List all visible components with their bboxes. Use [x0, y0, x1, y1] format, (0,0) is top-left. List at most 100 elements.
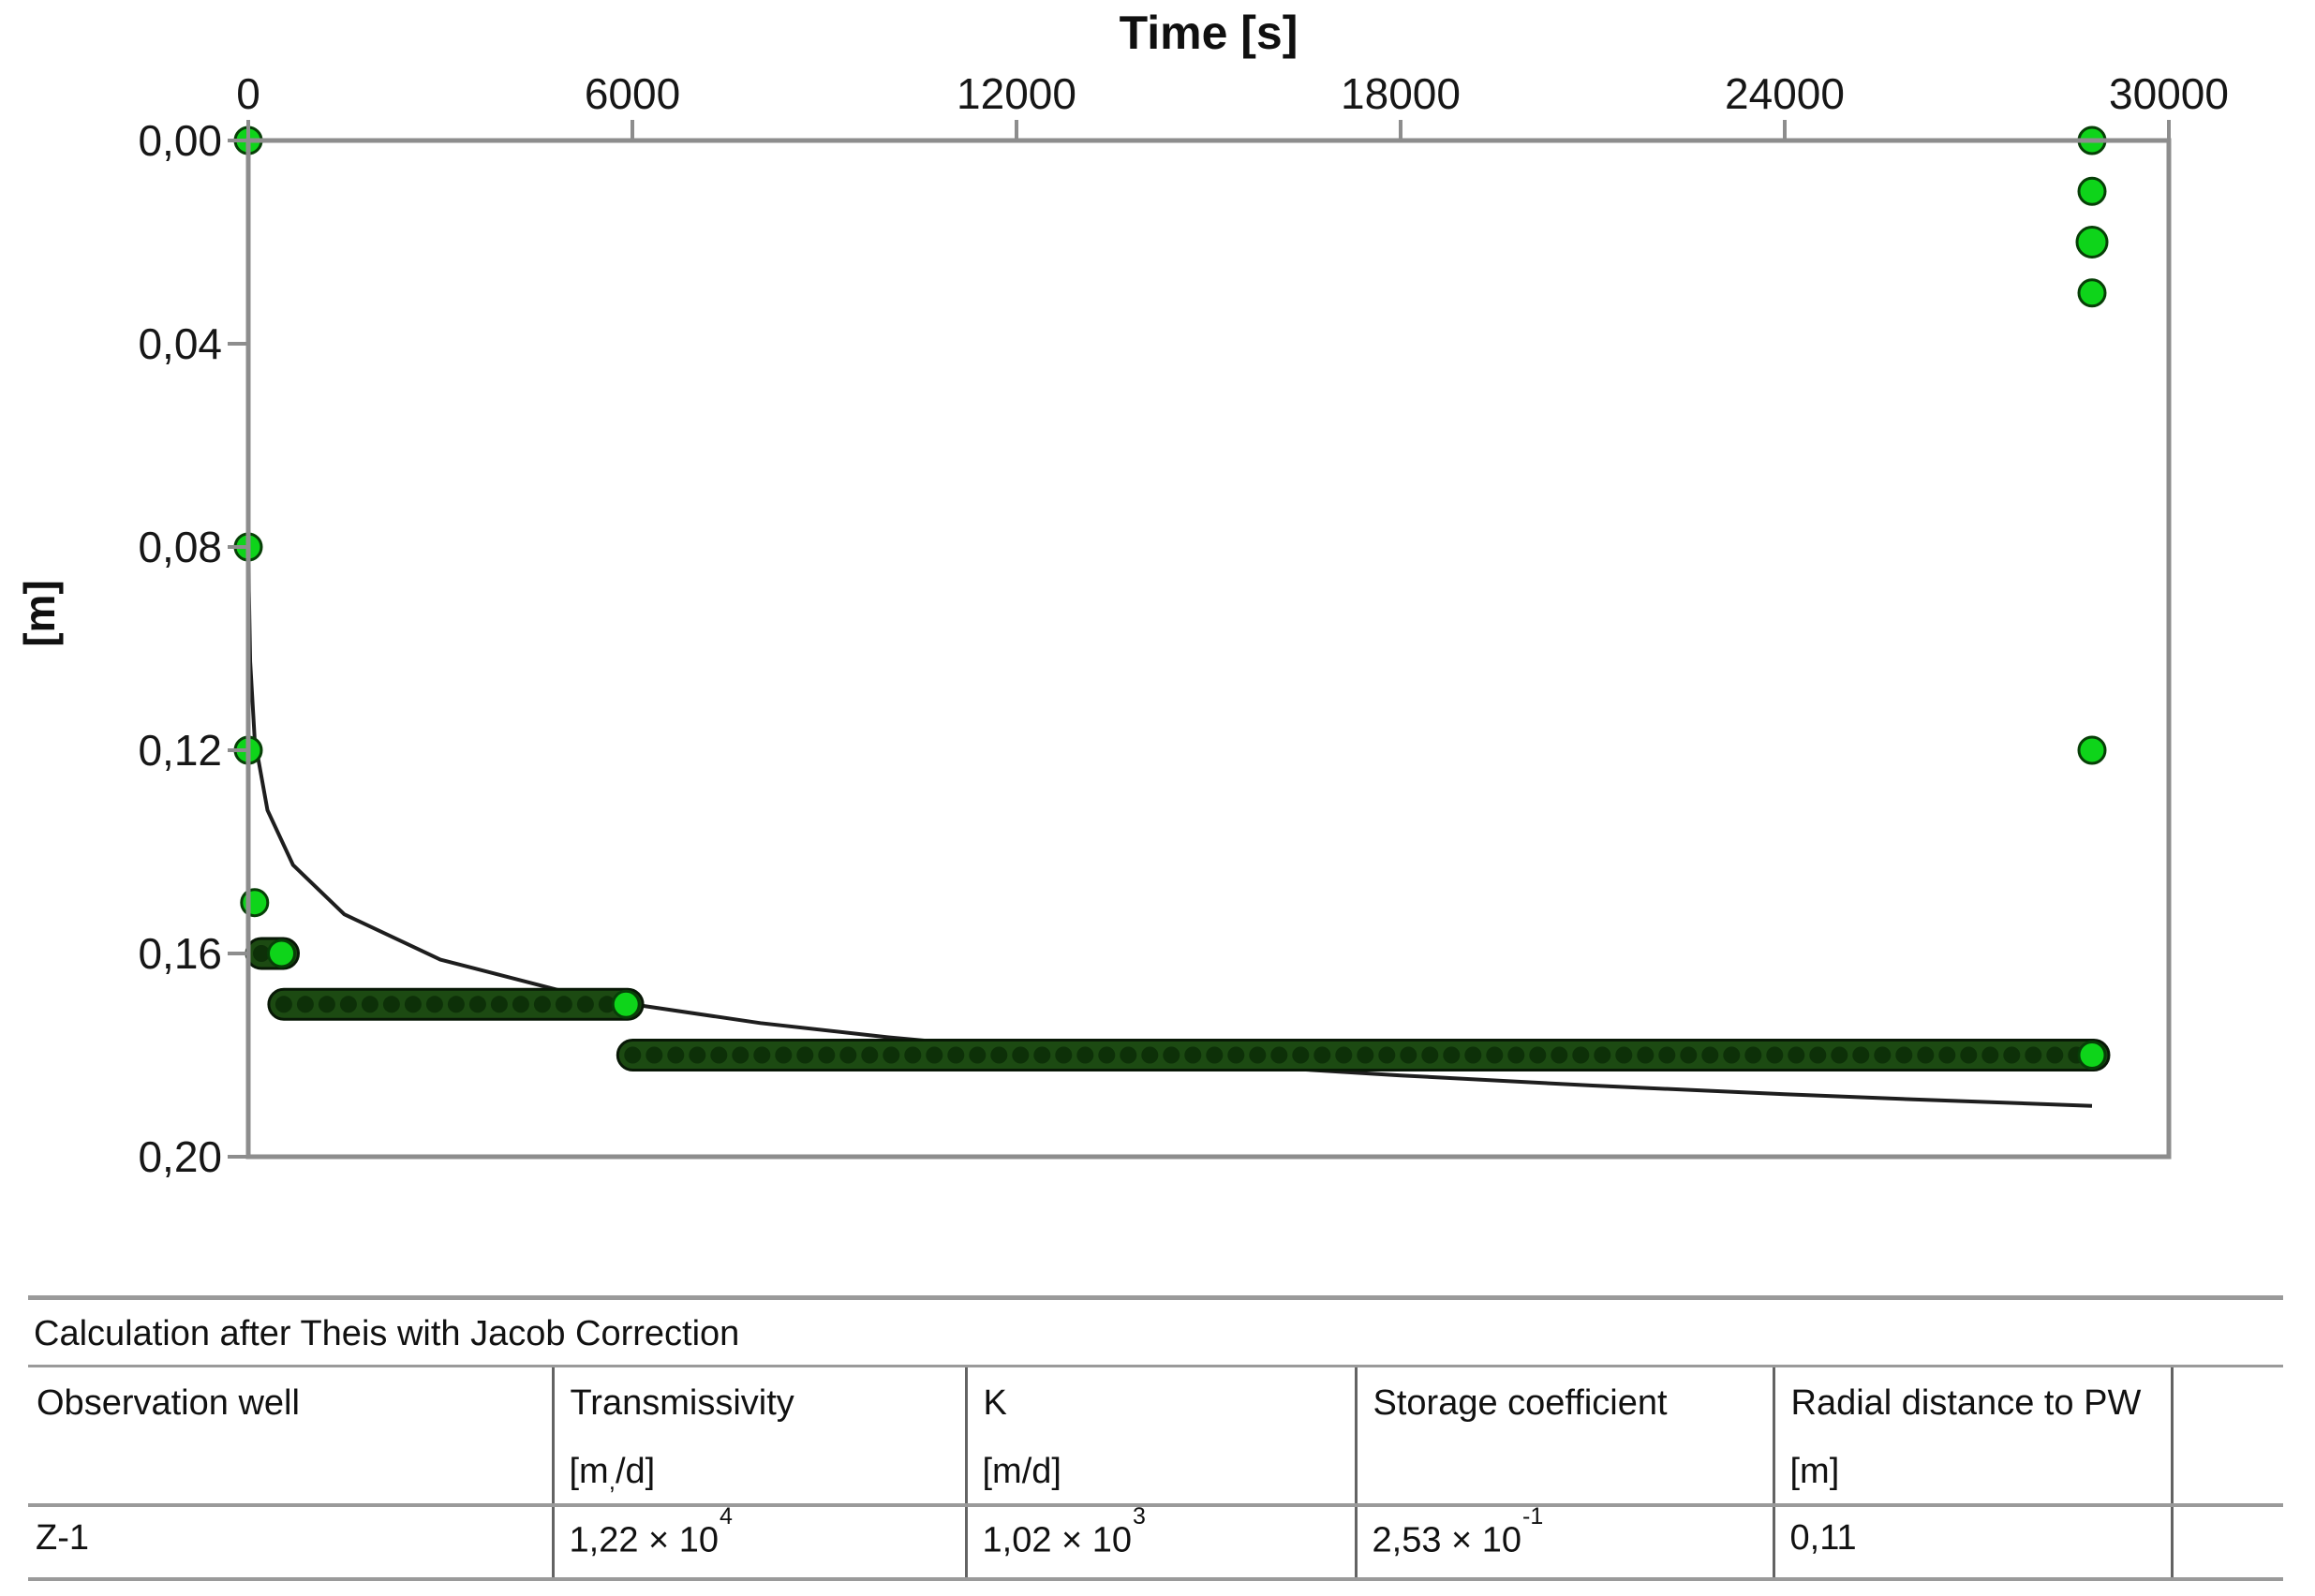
dense-run-texture-dot — [1723, 1046, 1741, 1064]
dense-run-texture-dot — [1055, 1046, 1073, 1064]
dense-run-texture-dot — [275, 996, 292, 1013]
data-point — [2077, 1041, 2107, 1070]
dense-run-texture-dot — [1227, 1046, 1245, 1064]
col-header-unit: [m,/d] — [570, 1452, 656, 1495]
y-tick-label: 0,20 — [138, 1132, 222, 1181]
dense-run-texture-dot — [1852, 1046, 1870, 1064]
dense-run-texture-dot — [2003, 1046, 2021, 1064]
dense-run-texture-dot — [1658, 1046, 1676, 1064]
y-tick-label: 0,12 — [138, 726, 222, 775]
dense-run-texture-dot — [1680, 1046, 1698, 1064]
dense-run-texture-dot — [1615, 1046, 1633, 1064]
dense-run-texture-dot — [576, 996, 594, 1013]
dense-run-texture-dot — [468, 996, 486, 1013]
dense-run-texture-dot — [1938, 1046, 1956, 1064]
value-base: 1,02 × 10 — [982, 1520, 1133, 1560]
dense-run-texture-dot — [339, 996, 357, 1013]
dense-run-texture-dot — [1701, 1046, 1719, 1064]
dense-run-texture-dot — [490, 996, 508, 1013]
col-header-label: Storage coefficient — [1373, 1383, 1668, 1423]
dense-run-texture-dot — [404, 996, 422, 1013]
data-point — [267, 938, 296, 968]
dense-run-texture-dot — [425, 996, 443, 1013]
dense-run-texture-dot — [1788, 1046, 1805, 1064]
results-table: Calculation after Theis with Jacob Corre… — [28, 1295, 2283, 1581]
data-point — [2077, 176, 2107, 206]
cell-radial: 0,11 — [1772, 1505, 2172, 1581]
dense-run-texture-dot — [1443, 1046, 1461, 1064]
dense-run-texture-dot — [1400, 1046, 1417, 1064]
dense-run-texture-dot — [624, 1046, 642, 1064]
col-header-label: Observation well — [37, 1383, 300, 1423]
cell-empty — [2170, 1505, 2283, 1581]
dense-run-texture-dot — [1572, 1046, 1590, 1064]
cell-well: Z-1 — [28, 1505, 553, 1581]
y-axis-title: [m] — [15, 580, 64, 647]
dense-run-texture-dot — [1464, 1046, 1482, 1064]
dense-run-texture-dot — [689, 1046, 706, 1064]
dense-run-texture-dot — [1766, 1046, 1784, 1064]
theis-fit-curve — [246, 140, 2093, 1108]
dense-run-texture-dot — [2025, 1046, 2042, 1064]
dense-run-texture-dot — [904, 1046, 922, 1064]
col-header-unit: [m/d] — [982, 1452, 1061, 1491]
dense-run-texture-dot — [796, 1046, 814, 1064]
dense-run-texture-dot — [818, 1046, 836, 1064]
y-tick-label: 0,00 — [138, 116, 222, 165]
dense-run-texture-dot — [1378, 1046, 1396, 1064]
value-base: 1,22 × 10 — [569, 1520, 720, 1560]
dense-run-texture-dot — [1831, 1046, 1848, 1064]
y-tick-label: 0,08 — [138, 523, 222, 571]
x-tick-label: 12000 — [957, 69, 1076, 118]
table-data-row: Z-1 1,22 × 104 1,02 × 103 2,53 × 10-1 0,… — [28, 1503, 2283, 1581]
dense-run-texture-dot — [667, 1046, 685, 1064]
dense-run-texture-dot — [598, 996, 616, 1013]
dense-run-texture-dot — [555, 996, 572, 1013]
drawdown-chart: Time [s] [m] 0 6000 12000 18000 24000 30000 0,… — [15, 7, 2229, 1181]
cell-k: 1,02 × 103 — [964, 1503, 1356, 1581]
dense-run-texture-dot — [969, 1046, 987, 1064]
x-tick-label: 6000 — [585, 69, 680, 118]
dense-run-texture-dot — [296, 996, 314, 1013]
dense-run-texture-dot — [1981, 1046, 1999, 1064]
dense-run-texture-dot — [1507, 1046, 1525, 1064]
data-point — [240, 888, 270, 918]
value-exponent: -1 — [1522, 1503, 1544, 1530]
value-exponent: 3 — [1133, 1503, 1146, 1530]
dense-run-texture-dot — [1270, 1046, 1288, 1064]
x-tick-label: 30000 — [2109, 69, 2229, 118]
dense-run-texture-dot — [883, 1046, 900, 1064]
plot-axes: 0 6000 12000 18000 24000 30000 0,00 0,04 0,08 0,1… — [138, 69, 2228, 1181]
dense-run-texture-dot — [861, 1046, 879, 1064]
dense-run-texture-dot — [1486, 1046, 1504, 1064]
data-point — [2077, 735, 2107, 765]
dense-run-texture-dot — [1313, 1046, 1331, 1064]
dense-run-texture-dot — [1809, 1046, 1827, 1064]
table-header-row: Observation well Transmissivity [m,/d] K… — [28, 1367, 2283, 1507]
dense-run-texture-dot — [926, 1046, 943, 1064]
value-exponent: 4 — [720, 1503, 733, 1530]
dense-run-texture-dot — [947, 1046, 965, 1064]
col-storage-coefficient: Storage coefficient — [1354, 1367, 1773, 1507]
dense-run-texture-dot — [1163, 1046, 1180, 1064]
x-axis-title: Time [s] — [1120, 7, 1298, 59]
dense-run-texture-dot — [710, 1046, 728, 1064]
x-tick-label: 0 — [236, 69, 260, 118]
x-tick-label: 24000 — [1725, 69, 1845, 118]
dense-run-texture-dot — [318, 996, 335, 1013]
dense-run-texture-dot — [732, 1046, 749, 1064]
col-radial-distance: Radial distance to PW [m] — [1772, 1367, 2172, 1507]
dense-run-texture-dot — [361, 996, 378, 1013]
dense-run-texture-dot — [775, 1046, 793, 1064]
dense-run-texture-dot — [1744, 1046, 1762, 1064]
dense-run-texture-dot — [1033, 1046, 1051, 1064]
dense-run-texture-dot — [1917, 1046, 1935, 1064]
x-tick-label: 18000 — [1341, 69, 1461, 118]
col-observation-well: Observation well — [28, 1367, 553, 1507]
col-header-label: Radial distance to PW — [1790, 1383, 2142, 1423]
dense-run-texture-dot — [2046, 1046, 2064, 1064]
y-tick-label: 0,16 — [138, 929, 222, 978]
dense-run-texture-dot — [1206, 1046, 1224, 1064]
dense-run-texture-dot — [1076, 1046, 1094, 1064]
col-k: K [m/d] — [964, 1367, 1356, 1507]
